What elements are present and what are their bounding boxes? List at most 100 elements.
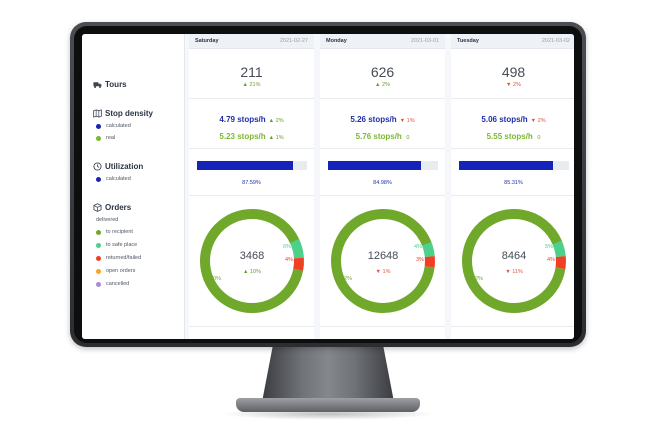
donut-segment-to-recipient bbox=[462, 209, 566, 313]
legend-dot bbox=[96, 135, 101, 141]
real-density-change: 0 bbox=[405, 135, 409, 141]
divider bbox=[189, 148, 314, 149]
trend-arrow-icon: ▼ bbox=[505, 269, 510, 275]
utilization-bar-fill bbox=[197, 161, 294, 170]
utilization-label: Utilization bbox=[105, 162, 144, 171]
pct-to-recipient: 92% bbox=[341, 276, 352, 282]
divider bbox=[189, 326, 314, 327]
legend-item-calculated[interactable]: calculated bbox=[96, 123, 131, 129]
legend-dot bbox=[96, 281, 101, 287]
utilization-section-title[interactable]: Utilization bbox=[93, 162, 143, 171]
day-column: Monday 2021-03-01 626 ▲ 2% 5.26 stops/h ▼… bbox=[320, 34, 445, 339]
donut-segment-returned-failed bbox=[200, 209, 304, 313]
day-header: Saturday 2021-02-27 bbox=[189, 34, 314, 49]
change-value: 2% bbox=[275, 118, 284, 124]
divider bbox=[451, 98, 574, 99]
legend-label: to safe place bbox=[106, 242, 138, 248]
divider bbox=[451, 195, 574, 196]
monitor: Tours Stop density calculated real bbox=[70, 22, 586, 347]
day-column: Tuesday 2021-03-02 498 ▼ 2% 5.06 stops/h… bbox=[451, 34, 574, 339]
change-value: 1% bbox=[406, 118, 415, 124]
orders-change-value: 10% bbox=[250, 269, 261, 275]
legend-item-cancelled[interactable]: cancelled bbox=[96, 281, 129, 287]
legend-item-real[interactable]: real bbox=[96, 135, 115, 141]
orders-total: 3468 bbox=[240, 250, 264, 262]
calculated-density-value: 5.06 stops/h bbox=[481, 115, 528, 124]
orders-donut-chart[interactable]: 3468 ▲ 10% 90% 6% 4% bbox=[197, 206, 307, 316]
stop-density-section-title[interactable]: Stop density bbox=[93, 109, 153, 118]
change-value: 2% bbox=[537, 118, 546, 124]
trend-arrow-icon: ▼ bbox=[399, 118, 406, 124]
legend-label: calculated bbox=[106, 123, 131, 129]
day-date: 2021-02-27 bbox=[279, 38, 308, 44]
day-column: Saturday 2021-02-27 211 ▲ 21% 4.79 stops… bbox=[189, 34, 314, 339]
orders-change: ▼ 11% bbox=[505, 269, 523, 275]
pct-to-safe-place: 6% bbox=[283, 244, 291, 250]
trend-arrow-icon: ▲ bbox=[375, 82, 381, 88]
orders-label: Orders bbox=[105, 203, 132, 212]
trend-arrow-icon: ▼ bbox=[506, 82, 512, 88]
legend-item-utilization-calculated[interactable]: calculated bbox=[96, 176, 131, 182]
change-value: 0 bbox=[537, 135, 541, 141]
legend-item-to-safe-place[interactable]: to safe place bbox=[96, 242, 137, 248]
legend-label: cancelled bbox=[106, 281, 130, 287]
day-name: Saturday bbox=[195, 38, 219, 44]
tours-count: 498 bbox=[501, 64, 526, 80]
real-density-change: 0 bbox=[536, 135, 541, 141]
orders-change-value: 1% bbox=[383, 269, 391, 275]
utilization-bar bbox=[328, 161, 438, 170]
legend-item-returned-failed[interactable]: returned/failed bbox=[96, 255, 141, 261]
real-density-change: ▲ 1% bbox=[269, 135, 284, 141]
tours-change-value: 2% bbox=[382, 82, 390, 88]
calculated-density: 5.06 stops/h ▼ 2% bbox=[451, 115, 574, 124]
trend-arrow-icon: ▲ bbox=[268, 135, 275, 141]
box-icon bbox=[93, 203, 102, 212]
map-icon bbox=[93, 109, 102, 118]
utilization-percent: 84.98% bbox=[373, 180, 392, 186]
real-density-value: 5.23 stops/h bbox=[219, 132, 266, 141]
day-header: Monday 2021-03-01 bbox=[320, 34, 445, 49]
orders-donut-chart[interactable]: 12648 ▼ 1% 92% 4% 3% bbox=[328, 206, 438, 316]
tours-section-title[interactable]: Tours bbox=[93, 80, 127, 89]
orders-change-value: 11% bbox=[512, 269, 523, 275]
pct-to-recipient: 92% bbox=[472, 276, 483, 282]
stop-density-label: Stop density bbox=[105, 109, 154, 118]
orders-donut-chart[interactable]: 8464 ▼ 11% 92% 5% 4% bbox=[459, 206, 569, 316]
divider bbox=[320, 326, 445, 327]
real-density-value: 5.55 stops/h bbox=[486, 132, 533, 141]
real-density: 5.76 stops/h 0 bbox=[320, 132, 445, 141]
legend-label: calculated bbox=[106, 176, 131, 182]
legend-label: open orders bbox=[106, 268, 136, 274]
orders-total: 12648 bbox=[368, 250, 399, 262]
calculated-density: 4.79 stops/h ▲ 2% bbox=[189, 115, 314, 124]
utilization-bar bbox=[197, 161, 307, 170]
divider bbox=[189, 195, 314, 196]
orders-total: 8464 bbox=[502, 250, 526, 262]
divider bbox=[320, 195, 445, 196]
divider bbox=[320, 98, 445, 99]
monitor-bezel: Tours Stop density calculated real bbox=[74, 26, 582, 343]
delivered-label: delivered bbox=[96, 217, 119, 223]
clock-icon bbox=[93, 162, 102, 171]
tours-change: ▲ 21% bbox=[189, 82, 314, 88]
day-name: Monday bbox=[326, 38, 347, 44]
legend-item-to-recipient[interactable]: to recipient bbox=[96, 229, 133, 235]
tours-count: 626 bbox=[370, 64, 395, 80]
legend-dot bbox=[96, 268, 101, 274]
tours-change-value: 21% bbox=[249, 82, 261, 88]
legend-item-open-orders[interactable]: open orders bbox=[96, 268, 135, 274]
day-date: 2021-03-01 bbox=[410, 38, 439, 44]
day-header: Tuesday 2021-03-02 bbox=[451, 34, 574, 49]
utilization-percent: 87.59% bbox=[242, 180, 261, 186]
trend-arrow-icon: ▼ bbox=[530, 118, 537, 124]
tours-count: 211 bbox=[240, 64, 263, 80]
orders-section-title[interactable]: Orders bbox=[93, 203, 131, 212]
legend-dot bbox=[96, 123, 101, 129]
donut-segment-to-safe-place bbox=[331, 209, 435, 313]
calculated-density-change: ▲ 2% bbox=[269, 118, 284, 124]
pct-returned-failed: 4% bbox=[285, 257, 293, 263]
utilization-bar-fill bbox=[328, 161, 422, 170]
pct-returned-failed: 4% bbox=[547, 257, 555, 263]
day-name: Tuesday bbox=[457, 38, 479, 44]
utilization-percent: 85.31% bbox=[504, 180, 523, 186]
